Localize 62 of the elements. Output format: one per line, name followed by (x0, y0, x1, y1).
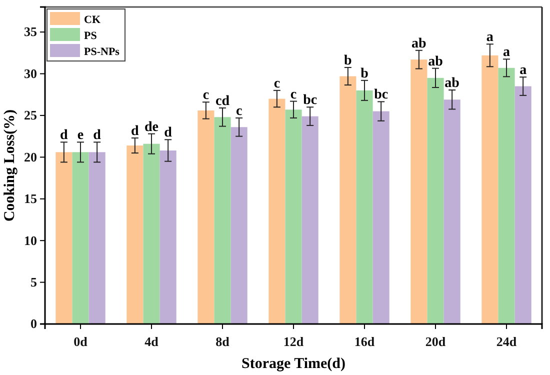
y-tick-label: 25 (24, 108, 38, 123)
bar (372, 111, 390, 324)
x-tick-label: 4d (144, 334, 160, 350)
bar (230, 127, 248, 324)
data-label: c (274, 76, 280, 92)
data-label: de (144, 120, 158, 135)
y-tick-label: 30 (24, 66, 37, 81)
bar (268, 98, 286, 324)
bar (302, 116, 318, 324)
x-tick-label: 0d (74, 334, 88, 350)
bar (498, 68, 515, 324)
x-tick-label: 12d (283, 334, 304, 350)
data-label: bc (303, 93, 318, 108)
data-label: a (503, 45, 510, 60)
bar (285, 110, 302, 324)
bar (482, 55, 498, 324)
y-tick-label: 15 (24, 191, 38, 206)
y-tick-label: 20 (24, 149, 37, 164)
y-tick-label: 0 (30, 316, 37, 332)
bar (514, 86, 532, 324)
bar (143, 144, 160, 324)
bar (88, 152, 106, 324)
bar (410, 60, 428, 324)
bar (126, 145, 144, 324)
y-axis-title: Cooking Loss(%) (2, 109, 18, 222)
data-label: bc (374, 88, 388, 103)
data-label: e (77, 128, 84, 144)
bar (214, 117, 231, 324)
bar (72, 152, 89, 324)
y-tick-label: 5 (30, 274, 38, 290)
legend-label: PS (84, 30, 97, 42)
bar (340, 76, 356, 324)
data-label: d (93, 128, 102, 144)
x-tick-label: 24d (496, 334, 518, 350)
legend-label: CK (84, 14, 101, 26)
data-label: d (60, 128, 68, 144)
data-label: a (486, 30, 494, 46)
bar (56, 152, 72, 324)
data-label: ab (444, 76, 460, 92)
data-label: ab (428, 54, 444, 70)
bar (444, 100, 460, 324)
legend-label: PS-NPs (84, 46, 120, 58)
bar (356, 90, 373, 324)
x-tick-label: 16d (354, 334, 376, 350)
y-tick-label: 10 (24, 232, 37, 248)
data-label: c (236, 104, 242, 119)
bar (427, 78, 444, 324)
data-label: d (131, 124, 140, 139)
y-tick-label: 35 (24, 24, 38, 40)
x-axis-title: Storage Time(d) (241, 356, 346, 372)
data-label: c (290, 87, 297, 102)
bar (198, 110, 214, 324)
data-label: ab (412, 36, 427, 52)
x-tick-label: 8d (216, 334, 230, 350)
data-label: b (360, 66, 369, 82)
data-label: c (202, 88, 210, 104)
data-label: b (344, 53, 352, 68)
data-label: cd (216, 94, 230, 109)
data-label: a (520, 63, 527, 78)
data-label: d (164, 126, 172, 141)
bar (160, 150, 176, 324)
x-tick-label: 20d (425, 334, 446, 350)
